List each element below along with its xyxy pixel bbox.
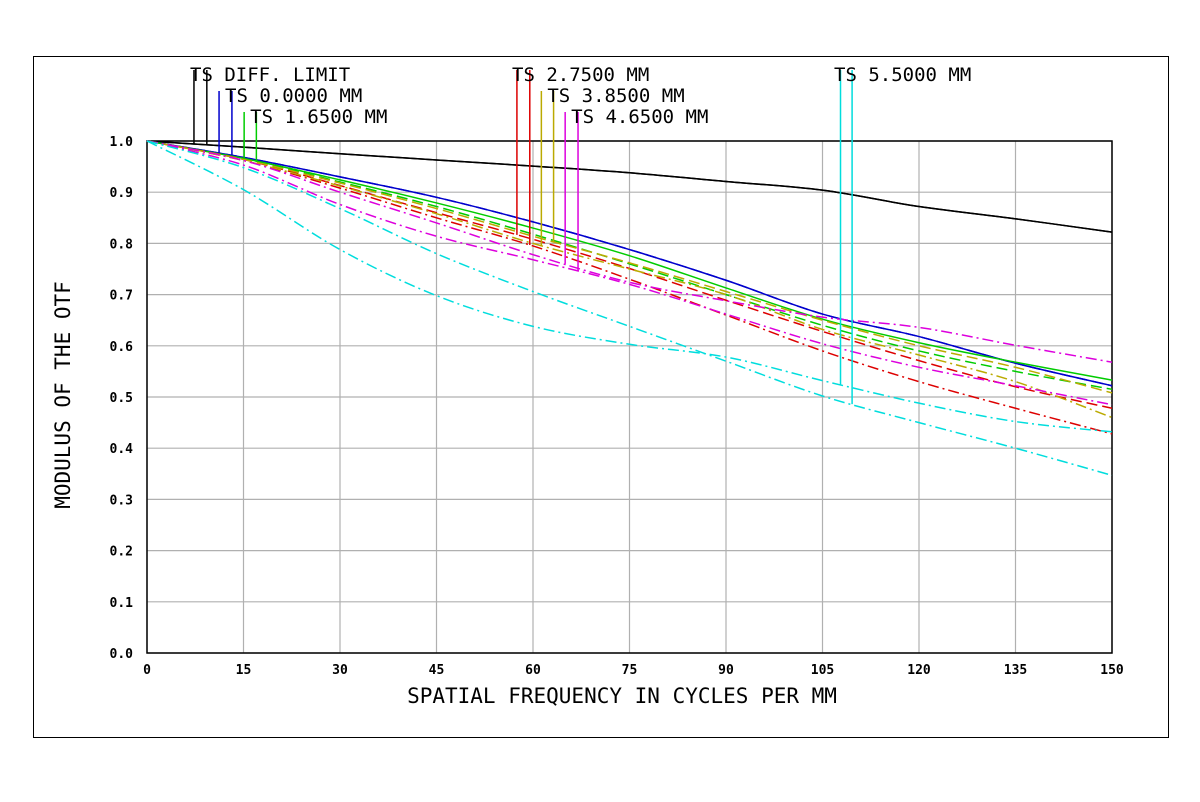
x-tick-label: 150: [1100, 663, 1124, 678]
legend-entry: TS DIFF. LIMIT: [190, 64, 350, 86]
series-line-5-5000-mm-t: [146, 140, 1113, 433]
series-line-5-5000-mm-s: [146, 140, 1113, 477]
x-tick-label: 105: [811, 663, 834, 678]
x-tick-label: 60: [525, 663, 541, 678]
y-tick-label: 0.4: [110, 442, 134, 457]
plot-frame: [33, 56, 1169, 738]
series-line-4-6500-mm-s: [146, 140, 1113, 406]
x-axis-label: SPATIAL FREQUENCY IN CYCLES PER MM: [407, 684, 837, 708]
x-tick-label: 45: [429, 663, 445, 678]
y-tick-label: 0.1: [110, 596, 134, 611]
x-tick-label: 15: [236, 663, 252, 678]
x-tick-labels: 0 15 30 45 60 75 90 105 120 135 150: [143, 663, 1124, 678]
y-axis-label: MODULUS OF THE OTF: [51, 281, 75, 509]
y-tick-label: 0.7: [110, 289, 133, 304]
series-line-diff-limit-s: [146, 140, 1113, 233]
series-line-2-7500-mm-s: [146, 140, 1113, 435]
x-tick-label: 120: [907, 663, 931, 678]
series-lines: [146, 140, 1113, 477]
series-line-3-8500-mm-s: [146, 140, 1113, 394]
legend-entry: TS 4.6500 MM: [571, 106, 708, 128]
y-tick-label: 1.0: [110, 135, 134, 150]
legend-entry: TS 5.5000 MM: [834, 64, 971, 86]
y-tick-label: 0.3: [110, 493, 133, 508]
series-line-0-0000-mm-t: [146, 140, 1113, 387]
x-tick-label: 75: [622, 663, 638, 678]
x-tick-label: 0: [143, 663, 151, 678]
legend-entry: TS 0.0000 MM: [225, 85, 362, 107]
plot-area: [146, 140, 1113, 654]
y-tick-label: 0.9: [110, 186, 133, 201]
series-line-3-8500-mm-t: [146, 140, 1113, 419]
x-tick-label: 30: [332, 663, 348, 678]
series-line-4-6500-mm-t: [146, 140, 1113, 363]
legend-entry: TS 1.6500 MM: [250, 106, 387, 128]
y-tick-label: 0.6: [110, 340, 134, 355]
y-tick-label: 0.8: [110, 237, 134, 252]
y-tick-labels: 0.0 0.1 0.2 0.3 0.4 0.5 0.6 0.7 0.8 0.9 1.0: [110, 135, 134, 662]
x-tick-label: 90: [718, 663, 734, 678]
y-tick-label: 0.0: [110, 647, 134, 662]
y-tick-label: 0.5: [110, 391, 133, 406]
x-tick-label: 135: [1004, 663, 1027, 678]
legend-entry: TS 2.7500 MM: [512, 64, 649, 86]
legend-entry: TS 3.8500 MM: [547, 85, 684, 107]
grid: [146, 140, 1113, 654]
y-tick-label: 0.2: [110, 545, 133, 560]
series-line-1-6500-mm-s: [146, 140, 1113, 391]
series-line-1-6500-mm-t: [146, 140, 1113, 381]
